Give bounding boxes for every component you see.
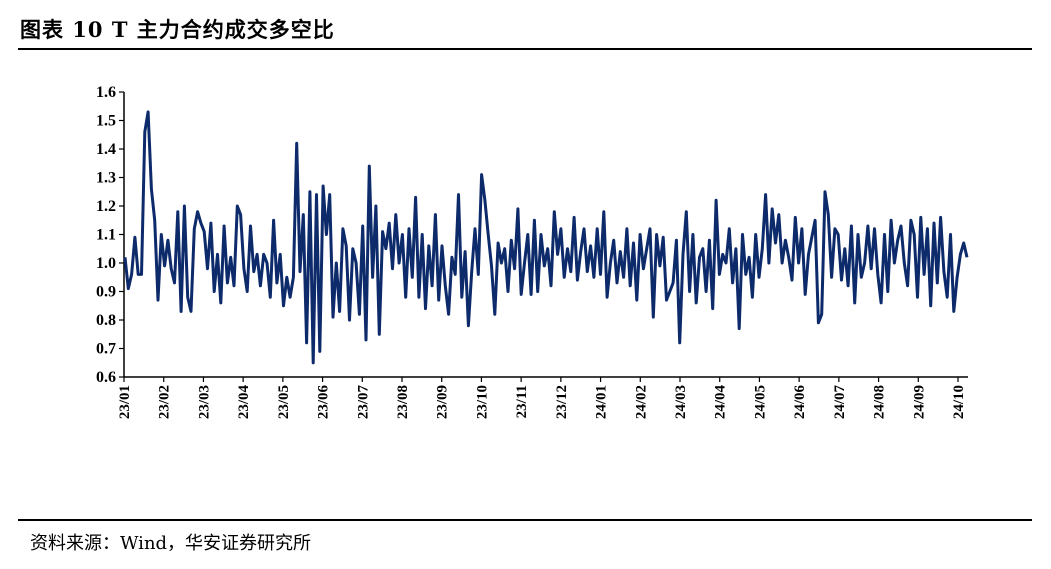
x-tick-label: 23/03 — [196, 385, 212, 419]
x-tick-label: 24/04 — [713, 385, 729, 420]
x-tick-label: 23/11 — [514, 385, 530, 418]
x-tick-label: 24/05 — [752, 385, 768, 419]
y-tick-label: 1.4 — [96, 141, 116, 158]
x-tick-label: 23/10 — [474, 385, 490, 419]
bottom-rule — [18, 519, 1032, 521]
x-tick-label: 23/12 — [554, 385, 570, 419]
x-tick-label: 24/01 — [594, 385, 610, 419]
x-tick-label: 24/08 — [872, 385, 888, 419]
top-rule — [18, 48, 1032, 50]
x-tick-label: 24/09 — [911, 385, 927, 419]
x-tick-label: 23/02 — [157, 385, 173, 419]
y-tick-label: 0.6 — [96, 369, 116, 386]
x-tick-label: 24/03 — [673, 385, 689, 419]
x-tick-label: 23/09 — [435, 385, 451, 419]
x-tick-label: 23/01 — [117, 385, 133, 419]
chart-title: 图表 10 T 主力合约成交多空比 — [20, 17, 335, 42]
series-line — [123, 110, 969, 365]
x-tick-label: 23/04 — [236, 385, 252, 420]
y-tick-label: 1.0 — [96, 255, 116, 272]
y-tick-label: 1.3 — [96, 170, 116, 187]
y-tick-label: 0.8 — [96, 312, 116, 329]
y-tick-label: 1.2 — [96, 198, 116, 215]
x-tick-label: 24/10 — [951, 385, 967, 419]
y-tick-label: 1.6 — [96, 84, 116, 101]
x-tick-label: 23/08 — [395, 385, 411, 419]
y-tick-label: 1.1 — [96, 227, 116, 244]
y-tick-label: 0.9 — [96, 284, 116, 301]
y-tick-label: 0.7 — [96, 341, 116, 358]
source-note: 资料来源：Wind，华安证券研究所 — [30, 533, 312, 554]
x-tick-label: 24/02 — [633, 385, 649, 419]
x-tick-label: 23/07 — [355, 385, 371, 420]
x-tick-label: 24/07 — [832, 385, 848, 420]
x-tick-label: 24/06 — [792, 385, 808, 420]
x-tick-label: 23/06 — [316, 385, 332, 420]
y-tick-label: 1.5 — [96, 113, 116, 130]
x-tick-label: 23/05 — [276, 385, 292, 419]
